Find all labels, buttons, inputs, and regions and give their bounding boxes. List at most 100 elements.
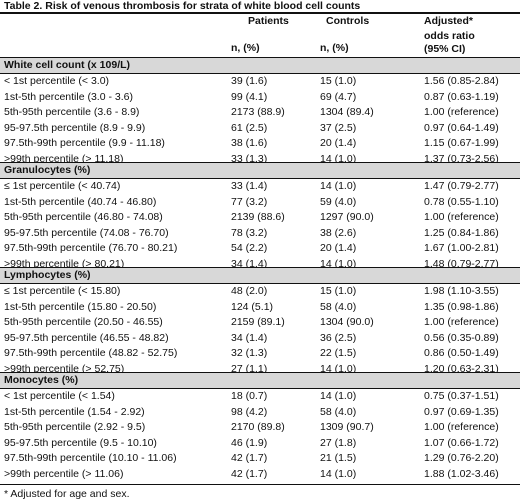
section-heading-underline <box>0 73 520 74</box>
table-row: 5th-95th percentile (2.92 - 9.5) 2170 (89… <box>0 420 520 435</box>
section-heading-label: Lymphocytes (%) <box>4 269 91 281</box>
row-label: 5th-95th percentile (20.50 - 46.55) <box>4 316 163 328</box>
row-label: 97.5th-99th percentile (9.9 - 11.18) <box>4 137 165 149</box>
table-row: >99th percentile (> 11.18) 33 (1.3) 14 (1.… <box>0 152 520 167</box>
row-label: >99th percentile (> 11.06) <box>4 467 124 480</box>
odds-ratio-cell: 1.00 (reference) <box>424 211 499 223</box>
patients-cell: 32 (1.3) <box>231 347 268 359</box>
table-row: >99th percentile (> 80.21) 34 (1.4) 14 (1.… <box>0 257 520 272</box>
odds-ratio-cell: 0.87 (0.63-1.19) <box>424 90 499 103</box>
odds-ratio-cell: 1.00 (reference) <box>424 421 499 433</box>
odds-ratio-cell: 1.20 (0.63-2.31) <box>424 362 499 375</box>
row-label: >99th percentile (> 80.21) <box>4 257 125 270</box>
row-label: >99th percentile (> 52.75) <box>4 362 125 375</box>
patients-cell: 42 (1.7) <box>231 452 268 464</box>
controls-cell: 69 (4.7) <box>320 90 357 103</box>
table-row: < 1st percentile (< 1.54) 18 (0.7) 14 (1.0… <box>0 389 520 404</box>
odds-ratio-cell: 0.97 (0.64-1.49) <box>424 121 499 134</box>
patients-cell: 48 (2.0) <box>231 285 268 297</box>
controls-cell: 38 (2.6) <box>320 226 357 239</box>
row-label: 1st-5th percentile (40.74 - 46.80) <box>4 195 157 208</box>
patients-cell: 42 (1.7) <box>231 467 268 480</box>
table-row: 95-97.5th percentile (74.08 - 76.70) 78 (… <box>0 226 520 241</box>
odds-ratio-cell: 1.88 (1.02-3.46) <box>424 467 499 480</box>
controls-cell: 14 (1.0) <box>320 257 357 270</box>
patients-cell: 61 (2.5) <box>231 121 268 134</box>
section-heading: Monocytes (%) <box>0 373 520 388</box>
table-row: 95-97.5th percentile (8.9 - 9.9) 61 (2.5)… <box>0 121 520 136</box>
controls-cell: 20 (1.4) <box>320 137 357 149</box>
patients-cell: 54 (2.2) <box>231 242 268 254</box>
row-label: < 1st percentile (< 3.0) <box>4 75 110 87</box>
table-row: 1st-5th percentile (15.80 - 20.50) 124 (5… <box>0 300 520 315</box>
controls-cell: 15 (1.0) <box>320 285 357 297</box>
odds-ratio-cell: 1.00 (reference) <box>424 316 499 328</box>
table-row: 95-97.5th percentile (9.5 - 10.10) 46 (1.… <box>0 436 520 451</box>
row-label: 95-97.5th percentile (46.55 - 48.82) <box>4 331 169 344</box>
row-label: 5th-95th percentile (3.6 - 8.9) <box>4 106 140 118</box>
section-rule <box>0 372 520 373</box>
controls-cell: 58 (4.0) <box>320 405 357 418</box>
patients-cell: 33 (1.3) <box>231 152 268 165</box>
table-row: 97.5th-99th percentile (76.70 - 80.21) 54… <box>0 241 520 256</box>
section-heading: Granulocytes (%) <box>0 163 520 178</box>
odds-ratio-header-line3: (95% CI) <box>424 43 466 55</box>
odds-ratio-cell: 1.00 (reference) <box>424 106 499 118</box>
table-row: ≤ 1st percentile (< 15.80) 48 (2.0) 15 (1.… <box>0 284 520 299</box>
section-heading: White cell count (x 109/L) <box>0 58 520 73</box>
odds-ratio-cell: 0.78 (0.55-1.10) <box>424 195 499 208</box>
controls-unit-header: n, (%) <box>320 42 349 54</box>
controls-cell: 1304 (89.4) <box>320 106 374 118</box>
patients-cell: 39 (1.6) <box>231 75 268 87</box>
table-row: 5th-95th percentile (20.50 - 46.55) 2159 … <box>0 315 520 330</box>
controls-cell: 20 (1.4) <box>320 242 357 254</box>
controls-cell: 37 (2.5) <box>320 121 357 134</box>
section-heading-label: Monocytes (%) <box>4 374 79 386</box>
odds-ratio-header-line1: Adjusted* <box>424 15 474 27</box>
controls-cell: 15 (1.0) <box>320 75 357 87</box>
odds-ratio-cell: 1.98 (1.10-3.55) <box>424 285 499 297</box>
odds-ratio-cell: 1.25 (0.84-1.86) <box>424 226 499 239</box>
patients-cell: 98 (4.2) <box>231 405 268 418</box>
odds-ratio-cell: 1.37 (0.73-2.56) <box>424 152 499 165</box>
table-row: 97.5th-99th percentile (10.10 - 11.06) 42… <box>0 451 520 466</box>
row-label: 1st-5th percentile (1.54 - 2.92) <box>4 405 145 418</box>
row-label: ≤ 1st percentile (< 15.80) <box>4 285 121 297</box>
controls-cell: 1309 (90.7) <box>320 421 374 433</box>
patients-cell: 2139 (88.6) <box>231 211 285 223</box>
patients-header: Patients <box>248 15 289 27</box>
patients-cell: 77 (3.2) <box>231 195 268 208</box>
row-label: 1st-5th percentile (3.0 - 3.6) <box>4 90 133 103</box>
section-heading: Lymphocytes (%) <box>0 268 520 283</box>
odds-ratio-cell: 0.86 (0.50-1.49) <box>424 347 499 359</box>
table-title: Table 2. Risk of venous thrombosis for s… <box>4 0 361 12</box>
controls-header: Controls <box>326 15 370 27</box>
patients-cell: 99 (4.1) <box>231 90 268 103</box>
table-row: 5th-95th percentile (3.6 - 8.9) 2173 (88.… <box>0 105 520 120</box>
patients-cell: 2170 (89.8) <box>231 421 285 433</box>
controls-cell: 1297 (90.0) <box>320 211 374 223</box>
controls-cell: 1304 (90.0) <box>320 316 374 328</box>
controls-cell: 27 (1.8) <box>320 436 357 449</box>
table-row: 97.5th-99th percentile (48.82 - 52.75) 32… <box>0 346 520 361</box>
patients-cell: 18 (0.7) <box>231 390 268 402</box>
patients-cell: 2173 (88.9) <box>231 106 285 118</box>
table-row: < 1st percentile (< 3.0) 39 (1.6) 15 (1.0)… <box>0 74 520 89</box>
table-bottom-rule <box>0 484 520 485</box>
controls-cell: 22 (1.5) <box>320 347 357 359</box>
controls-cell: 59 (4.0) <box>320 195 357 208</box>
row-label: 5th-95th percentile (46.80 - 74.08) <box>4 211 163 223</box>
table-row: 95-97.5th percentile (46.55 - 48.82) 34 (… <box>0 331 520 346</box>
patients-cell: 124 (5.1) <box>231 300 274 313</box>
odds-ratio-cell: 0.56 (0.35-0.89) <box>424 331 499 344</box>
section-heading-label: White cell count (x 109/L) <box>4 59 131 71</box>
section-heading-label: Granulocytes (%) <box>4 164 91 176</box>
table-row: 1st-5th percentile (3.0 - 3.6) 99 (4.1) 69… <box>0 90 520 105</box>
section-rule <box>0 57 520 58</box>
odds-ratio-header-line2: odds ratio <box>424 30 475 42</box>
controls-cell: 36 (2.5) <box>320 331 357 344</box>
table-row: 1st-5th percentile (1.54 - 2.92) 98 (4.2)… <box>0 405 520 420</box>
table-row: ≤ 1st percentile (< 40.74) 33 (1.4) 14 (1.… <box>0 179 520 194</box>
odds-ratio-cell: 0.75 (0.37-1.51) <box>424 390 499 402</box>
controls-cell: 14 (1.0) <box>320 152 357 165</box>
